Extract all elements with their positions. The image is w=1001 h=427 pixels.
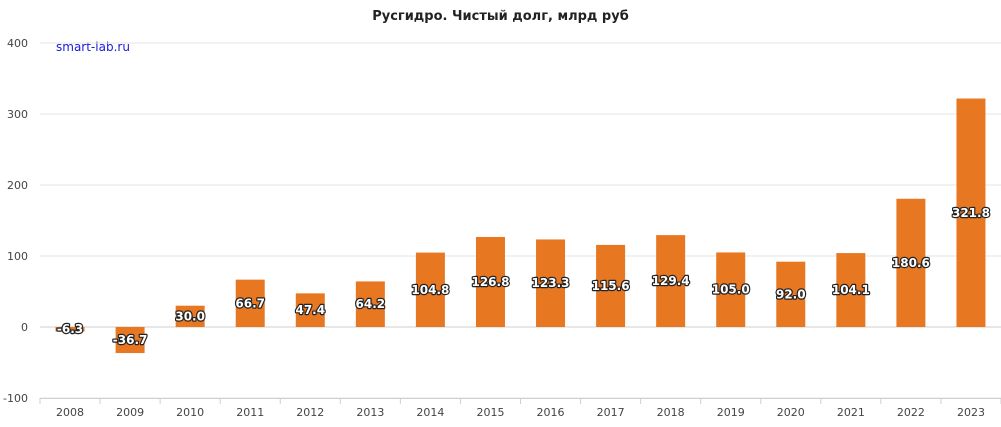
data-label: 30.0	[175, 309, 205, 323]
bar[interactable]	[716, 252, 746, 327]
y-tick-label: 0	[21, 321, 28, 334]
x-tick-label: 2017	[597, 406, 625, 419]
y-tick-label: 100	[7, 250, 28, 263]
bar[interactable]	[475, 236, 505, 327]
data-label: 129.4	[652, 274, 690, 288]
x-tick-label: 2018	[657, 406, 685, 419]
data-label: 47.4	[295, 303, 325, 317]
x-tick-label: 2012	[296, 406, 324, 419]
chart-title: Русгидро. Чистый долг, млрд руб	[372, 9, 629, 24]
bar[interactable]	[115, 327, 145, 354]
bar[interactable]	[295, 293, 325, 327]
x-tick-label: 2015	[476, 406, 504, 419]
data-label: 92.0	[776, 287, 806, 301]
bar[interactable]	[656, 235, 686, 327]
x-tick-label: 2023	[957, 406, 985, 419]
x-tick-label: 2019	[717, 406, 745, 419]
x-tick-label: 2010	[176, 406, 204, 419]
x-tick-label: 2022	[897, 406, 925, 419]
bars	[55, 98, 986, 354]
bar[interactable]	[175, 305, 205, 327]
y-axis: -100 0 100 200 300 400	[3, 37, 28, 405]
grid-lines	[40, 42, 1001, 399]
data-label: 66.7	[235, 296, 265, 310]
bar[interactable]	[536, 239, 566, 327]
x-tick-label: 2013	[356, 406, 384, 419]
x-tick-label: 2009	[116, 406, 144, 419]
data-label: -6.3	[57, 322, 83, 336]
y-tick-label: 200	[7, 179, 28, 192]
x-tick-label: 2020	[777, 406, 805, 419]
x-tick-label: 2014	[416, 406, 444, 419]
bar[interactable]	[235, 279, 265, 327]
bar[interactable]	[896, 198, 926, 327]
data-label: 115.6	[592, 279, 630, 293]
x-tick-label: 2008	[56, 406, 84, 419]
bar[interactable]	[776, 261, 806, 327]
data-label: 123.3	[532, 276, 570, 290]
bar[interactable]	[55, 327, 85, 332]
data-label: 64.2	[356, 297, 386, 311]
y-tick-label: -100	[3, 392, 28, 405]
data-label: 105.0	[712, 283, 750, 297]
bar[interactable]	[956, 98, 986, 327]
data-label: 126.8	[471, 275, 509, 289]
bar[interactable]	[415, 252, 445, 327]
data-label: -36.7	[113, 333, 148, 347]
y-tick-label: 300	[7, 108, 28, 121]
x-tick-label: 2011	[236, 406, 264, 419]
y-tick-label: 400	[7, 37, 28, 50]
bar[interactable]	[355, 281, 385, 327]
bar[interactable]	[596, 244, 626, 327]
data-labels: -6.3 -36.7 30.0 66.7 47.4 64.2 104.8 126.8 123.3…	[56, 205, 991, 349]
data-label: 321.8	[952, 206, 990, 220]
data-label: 104.8	[411, 283, 449, 297]
x-axis: 2008 2009 2010 2011 2012 2013 2014 2015 2016 2017…	[39, 398, 1001, 419]
x-tick-label: 2021	[837, 406, 865, 419]
bar[interactable]	[836, 253, 866, 327]
data-label: 180.6	[892, 256, 930, 270]
data-label: 104.1	[832, 283, 870, 297]
x-tick-label: 2016	[537, 406, 565, 419]
